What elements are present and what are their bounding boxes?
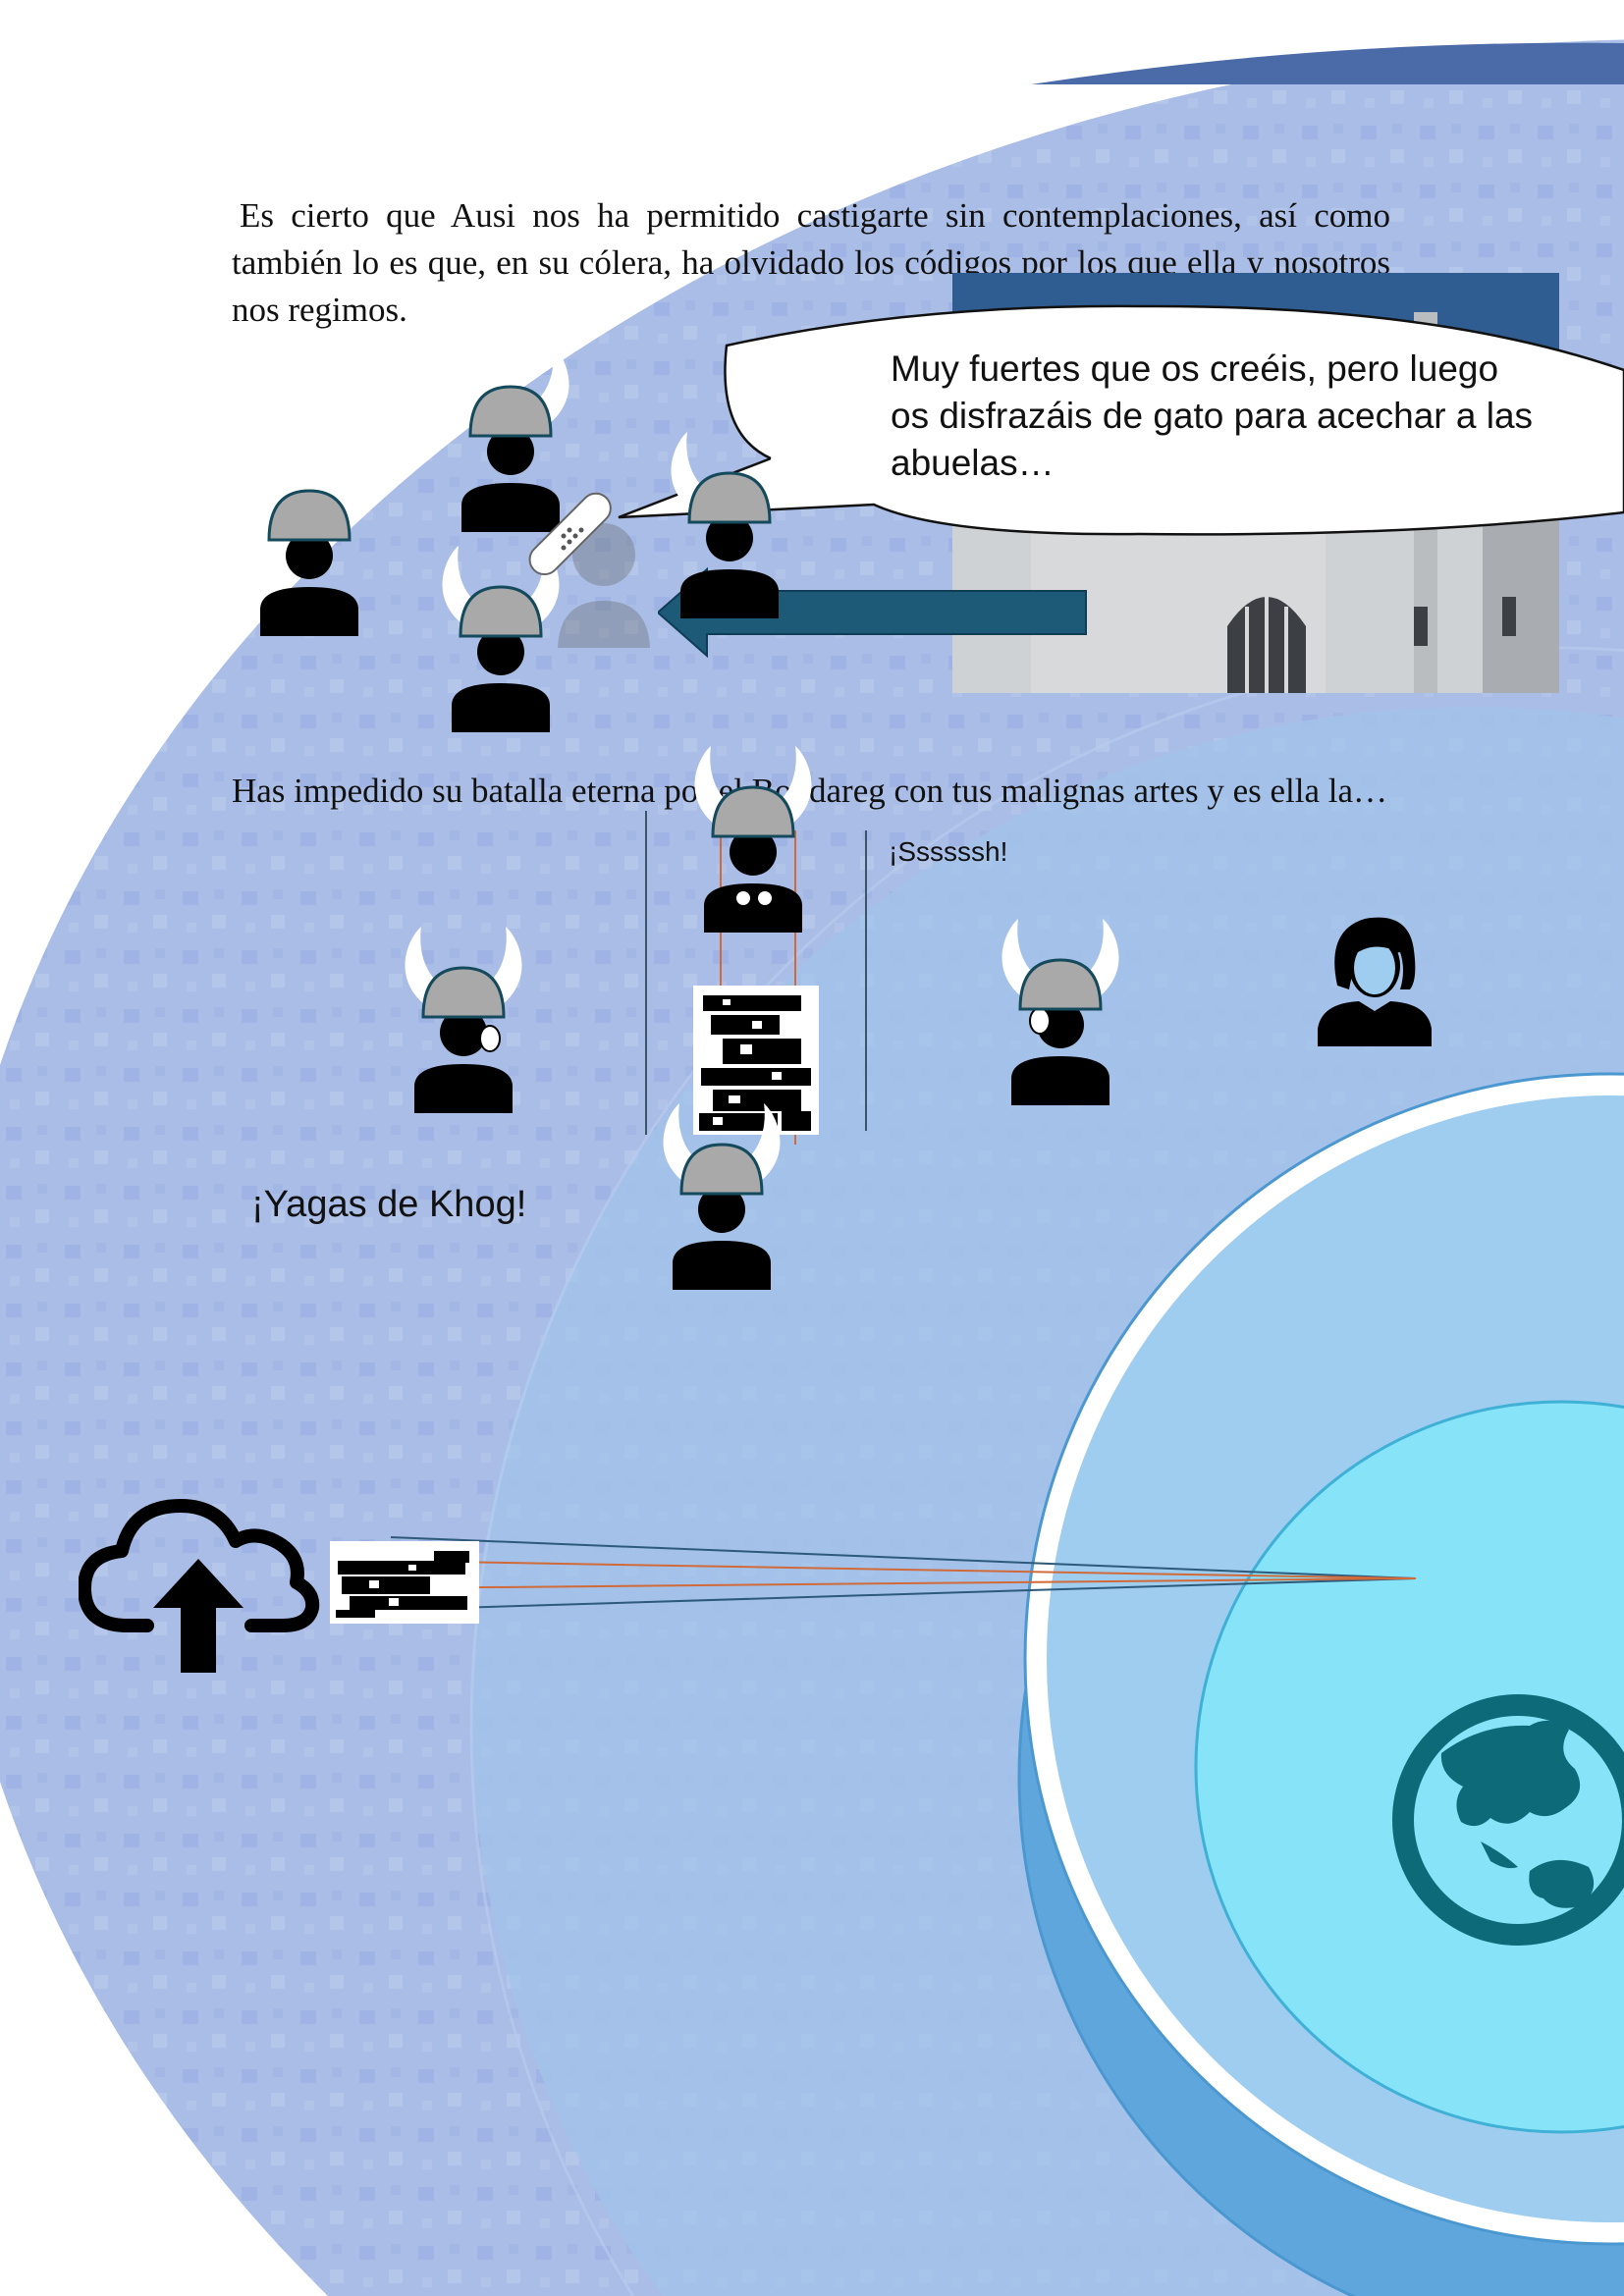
shout-text: ¡Yagas de Khog! — [251, 1184, 527, 1225]
viking-icon — [1001, 919, 1119, 1105]
speech-bubble-text: Muy fuertes que os creéis, pero luego os… — [891, 348, 1534, 483]
viking-icon — [694, 746, 812, 933]
globe-icon — [1392, 1694, 1624, 1946]
viking-icon — [663, 1103, 781, 1290]
viking-icon — [250, 450, 368, 636]
viking-icon — [671, 432, 788, 618]
projection-lines — [390, 1536, 1417, 1610]
woman-icon — [558, 523, 650, 648]
viking-icon — [452, 346, 569, 532]
noisy-photo — [693, 986, 819, 1135]
cloud-upload-icon — [79, 1499, 320, 1673]
noisy-photo-small — [330, 1541, 479, 1624]
speech-bubble — [618, 304, 1624, 536]
bandage-icon — [528, 492, 612, 576]
whisper-text: ¡Ssssssh! — [889, 836, 1008, 867]
viking-icon — [405, 927, 522, 1113]
woman-icon — [1318, 917, 1432, 1046]
